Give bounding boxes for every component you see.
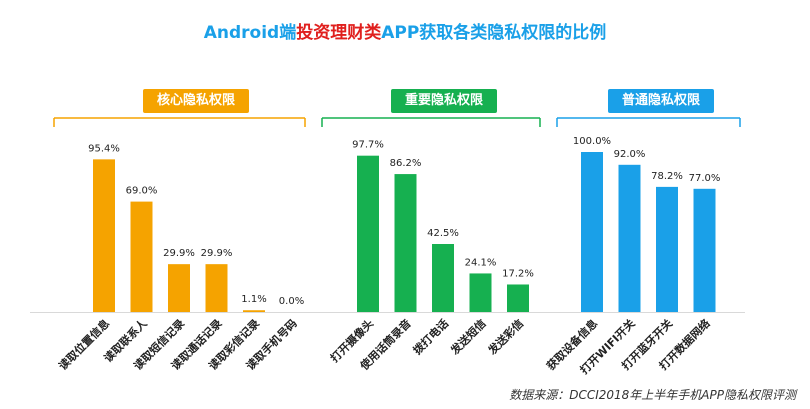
chart-title-suffix: APP获取各类隐私权限的比例 [381,23,607,43]
data-label: 77.0% [689,173,721,184]
chart-title-prefix: Android端 [203,23,297,43]
bar [507,284,529,312]
bar [618,164,641,312]
category-label: 拨打电话 [410,316,451,357]
data-label: 100.0% [573,136,611,147]
data-label: 0.0% [279,296,304,307]
data-label: 69.0% [126,186,158,197]
chart-title: Android端投资理财类APP获取各类隐私权限的比例 [0,18,810,43]
bar [93,159,115,312]
data-label: 95.4% [88,143,120,154]
category-label: 发送短信 [447,316,489,358]
data-label: 97.7% [352,140,384,151]
group-label: 普通隐私权限 [608,89,714,113]
category-label: 读取位置信息 [56,316,113,373]
data-label: 24.1% [465,257,497,268]
data-label: 17.2% [502,268,534,279]
data-label: 1.1% [241,294,266,305]
bar [394,174,417,312]
bar [693,188,716,312]
bar [432,244,454,312]
data-source: 数据来源：DCCI2018年上半年手机APP隐私权限评测 [509,388,796,402]
bar [243,310,265,312]
data-label: 92.0% [614,149,646,160]
group-label: 重要隐私权限 [391,89,497,113]
data-label: 86.2% [390,158,422,169]
data-label: 29.9% [163,248,195,259]
data-label: 29.9% [201,248,233,259]
bar [168,264,190,312]
group-label: 核心隐私权限 [143,89,249,113]
bar [357,155,379,312]
data-label: 78.2% [651,171,683,182]
bar [656,186,678,312]
bar [130,201,153,312]
bar [581,152,603,312]
category-label: 发送彩信 [484,316,526,358]
bar [205,264,228,312]
chart-title-highlight: 投资理财类 [296,23,382,43]
data-label: 42.5% [427,228,459,239]
bar [469,273,492,312]
